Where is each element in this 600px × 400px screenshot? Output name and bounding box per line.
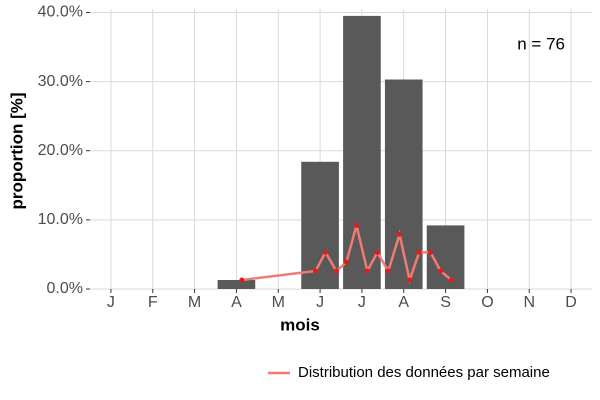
point <box>353 222 359 228</box>
x-axis-title: mois <box>280 315 320 334</box>
legend-label: Distribution des données par semaine <box>298 364 550 381</box>
bar <box>217 280 256 289</box>
point <box>343 259 349 265</box>
point <box>323 249 329 255</box>
point <box>333 268 339 274</box>
y-tick-label: 20.0% <box>38 142 83 159</box>
y-axis-title: proportion [%] <box>7 92 26 209</box>
y-tick-label: 10.0% <box>38 211 83 228</box>
x-tick-label: M <box>272 294 285 311</box>
point <box>438 268 444 274</box>
annotation: n = 76 <box>517 34 565 53</box>
point <box>385 268 391 274</box>
x-tick-label: S <box>440 294 451 311</box>
bar <box>301 161 339 289</box>
x-tick-label: J <box>316 294 324 311</box>
x-tick-label: N <box>523 294 535 311</box>
point <box>428 249 434 255</box>
point <box>312 268 318 274</box>
y-tick-label: 40.0% <box>38 4 83 21</box>
x-tick-label: A <box>398 294 409 311</box>
point <box>416 249 422 255</box>
x-tick-label: F <box>148 294 158 311</box>
x-tick-label: J <box>358 294 366 311</box>
point <box>448 277 454 283</box>
point <box>364 268 370 274</box>
x-tick-label: D <box>565 294 577 311</box>
point <box>397 231 403 237</box>
point <box>374 249 380 255</box>
x-tick-label: J <box>107 294 115 311</box>
y-tick-label: 30.0% <box>38 73 83 90</box>
point <box>239 277 245 283</box>
x-tick-label: A <box>231 294 242 311</box>
y-tick-label: 0.0% <box>47 280 83 297</box>
x-tick-label: M <box>188 294 201 311</box>
x-tick-label: O <box>481 294 493 311</box>
point <box>407 277 413 283</box>
